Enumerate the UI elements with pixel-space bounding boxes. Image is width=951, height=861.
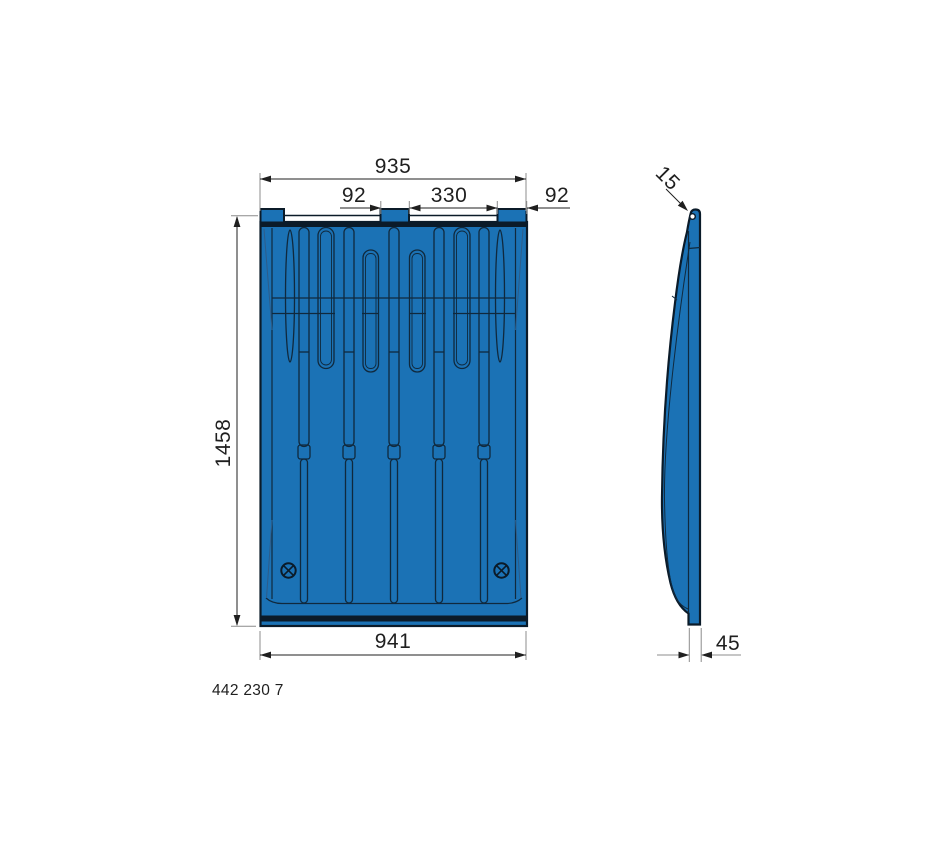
screw-cross-icon (280, 562, 297, 579)
extension-lines (231, 215, 258, 627)
dim-tab-spacing-label: 330 (431, 184, 468, 207)
side-view (660, 208, 702, 626)
corrugation-slots (284, 226, 506, 373)
dim-tab-width: 92 (340, 184, 410, 214)
leader-arrow-icon (677, 200, 688, 211)
arrow-left-icon (701, 651, 712, 659)
dim-bottom-width: 941 (259, 630, 527, 660)
arrow-left-icon (409, 204, 421, 212)
arrow-up-icon (233, 216, 241, 227)
arrow-right-icon (370, 204, 381, 212)
dim-top-width-label: 935 (375, 155, 412, 178)
front-view (259, 208, 529, 628)
dim-top-width: 935 (259, 155, 527, 211)
dim-bottom-width-label: 941 (375, 630, 412, 653)
dim-tab-spacing: 330 (409, 184, 498, 214)
panel-body (259, 220, 529, 628)
mounting-tab-left (259, 208, 285, 224)
rib-channels (297, 226, 491, 604)
extension-lines (380, 201, 410, 214)
pivot-hole-icon (689, 212, 697, 220)
dim-edge-offset: 92 (526, 184, 570, 214)
dim-height-label: 1458 (212, 419, 235, 468)
arrow-left-icon (260, 651, 271, 659)
dimensions: 935 92 330 (212, 155, 741, 662)
arrow-down-icon (233, 615, 241, 626)
side-profile (660, 208, 702, 626)
arrow-right-icon (515, 175, 526, 183)
screw-cross-icon (493, 562, 510, 579)
mounting-tab-middle (379, 208, 410, 224)
dim-thickness: 45 (657, 628, 741, 662)
arrow-right-icon (515, 651, 526, 659)
arrow-right-icon (678, 651, 690, 659)
part-number: 442 230 7 (212, 682, 284, 699)
arrow-right-icon (486, 204, 498, 212)
arrow-left-icon (527, 204, 538, 212)
mounting-tab-right (496, 208, 528, 224)
dim-tab-width-label: 92 (342, 184, 366, 207)
dim-thickness-label: 45 (716, 632, 740, 655)
panel-bands (261, 221, 527, 622)
screw-icons (280, 562, 510, 579)
dim-edge-offset-label: 92 (545, 184, 569, 207)
side-detail-lines (663, 231, 701, 613)
arrow-left-icon (260, 175, 271, 183)
dim-height: 1458 (212, 215, 258, 627)
taper-lines (263, 228, 524, 599)
